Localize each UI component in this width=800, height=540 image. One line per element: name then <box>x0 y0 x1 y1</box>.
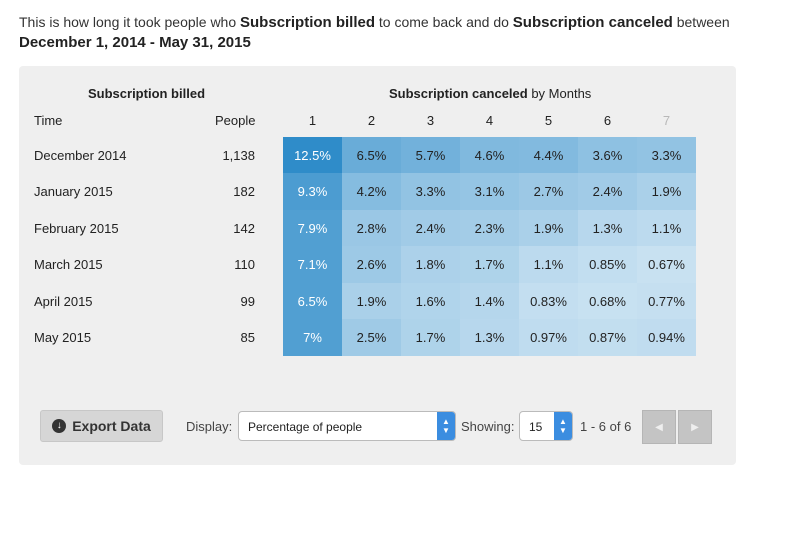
heatmap-cell[interactable]: 2.6% <box>342 246 401 284</box>
heatmap-cell[interactable]: 0.83% <box>519 282 578 320</box>
display-label: Display: <box>186 419 233 434</box>
page-size-value: 15 <box>529 420 543 434</box>
group-label: Subscription billed <box>88 86 206 101</box>
row-people-count: 182 <box>233 184 255 200</box>
returning-suffix: by Months <box>531 86 592 101</box>
description-prefix: This is how long it took people who <box>19 14 237 30</box>
heatmap-cell[interactable]: 0.77% <box>637 282 696 320</box>
heatmap-cell[interactable]: 1.4% <box>460 282 519 320</box>
heatmap-cell[interactable]: 6.5% <box>283 282 342 320</box>
table-toolbar: ↓ Export Data Display: Percentage of peo… <box>19 406 736 446</box>
row-time-label: December 2014 <box>34 148 127 163</box>
heatmap-cell[interactable]: 2.4% <box>578 173 637 211</box>
row-people-count: 110 <box>234 257 255 273</box>
period-header: 6 <box>603 113 612 128</box>
row-time-label: May 2015 <box>34 330 92 345</box>
display-select[interactable]: Percentage of people ▲ ▼ <box>238 411 456 441</box>
export-label: Export Data <box>72 418 151 434</box>
date-range: December 1, 2014 - May 31, 2015 <box>19 34 251 51</box>
heatmap-cell[interactable]: 7% <box>283 319 342 356</box>
heatmap-cell[interactable]: 2.3% <box>460 209 519 247</box>
period-header: 1 <box>308 113 317 128</box>
export-data-button[interactable]: ↓ Export Data <box>40 410 163 442</box>
period-header: 4 <box>485 113 494 128</box>
heatmap-cell[interactable]: 12.5% <box>283 137 342 174</box>
description-middle: to come back and do <box>378 14 509 30</box>
heatmap-cell[interactable]: 0.67% <box>637 246 696 284</box>
people-column-header: People <box>215 113 256 128</box>
description-suffix: between <box>676 14 730 30</box>
heatmap-cell[interactable]: 4.4% <box>519 137 578 174</box>
heatmap-cell[interactable]: 1.1% <box>519 246 578 284</box>
heatmap-cell[interactable]: 3.6% <box>578 137 637 174</box>
previous-page-button[interactable]: ◀ <box>642 410 676 444</box>
period-header: 3 <box>426 113 435 128</box>
returning-header: Subscription canceled by Months <box>389 86 591 101</box>
row-people-count: 142 <box>233 220 255 236</box>
period-header: 2 <box>367 113 376 128</box>
heatmap-cell[interactable]: 1.9% <box>519 209 578 247</box>
row-people-count: 85 <box>240 330 255 345</box>
heatmap-cell[interactable]: 5.7% <box>401 137 460 174</box>
heatmap-cell[interactable]: 3.3% <box>401 173 460 211</box>
period-header: 5 <box>544 113 553 128</box>
event-a-name: Subscription billed <box>240 14 376 31</box>
heatmap-cell[interactable]: 1.6% <box>401 282 460 320</box>
row-time-label: March 2015 <box>34 257 103 273</box>
heatmap-cell[interactable]: 2.4% <box>401 209 460 247</box>
period-header: 7 <box>662 113 671 128</box>
retention-heatmap: 12.5% 6.5% 5.7% 4.6% 4.4% 3.6% 3.3% 9.3% 4.2% 3.3… <box>283 137 697 356</box>
heatmap-cell[interactable]: 2.8% <box>342 209 401 247</box>
heatmap-cell[interactable]: 1.3% <box>578 209 637 247</box>
select-arrows-icon: ▲ ▼ <box>437 412 455 440</box>
showing-label: Showing: <box>461 419 515 434</box>
time-column-header: Time <box>34 113 63 128</box>
chevron-left-icon: ◀ <box>655 421 663 433</box>
heatmap-cell[interactable]: 3.3% <box>637 137 696 174</box>
heatmap-cell[interactable]: 4.6% <box>460 137 519 174</box>
report-description: This is how long it took people who Subs… <box>19 12 789 53</box>
heatmap-cell[interactable]: 0.68% <box>578 282 637 320</box>
heatmap-cell[interactable]: 4.2% <box>342 173 401 211</box>
heatmap-cell[interactable]: 0.97% <box>519 319 578 356</box>
chevron-right-icon: ▶ <box>691 421 699 433</box>
heatmap-cell[interactable]: 7.1% <box>283 246 342 284</box>
row-time-label: February 2015 <box>34 220 119 236</box>
returning-event-name: Subscription canceled <box>389 86 528 101</box>
event-b-name: Subscription canceled <box>512 14 673 31</box>
pagination-range: 1 - 6 of 6 <box>580 419 632 434</box>
retention-panel: Subscription billed Subscription cancele… <box>19 66 736 465</box>
heatmap-cell[interactable]: 2.7% <box>519 173 578 211</box>
heatmap-cell[interactable]: 6.5% <box>342 137 401 174</box>
heatmap-cell[interactable]: 2.5% <box>342 319 401 356</box>
next-page-button[interactable]: ▶ <box>678 410 712 444</box>
download-circle-icon: ↓ <box>52 419 67 433</box>
select-arrows-icon: ▲ ▼ <box>554 412 572 440</box>
heatmap-cell[interactable]: 1.8% <box>401 246 460 284</box>
heatmap-cell[interactable]: 0.94% <box>637 319 696 356</box>
display-select-value: Percentage of people <box>248 420 363 434</box>
row-people-count: 99 <box>240 293 255 309</box>
heatmap-cell[interactable]: 7.9% <box>283 209 342 247</box>
row-time-label: January 2015 <box>34 184 113 200</box>
row-people-count: 1,138 <box>222 148 255 163</box>
heatmap-cell[interactable]: 1.9% <box>637 173 696 211</box>
heatmap-cell[interactable]: 0.85% <box>578 246 637 284</box>
heatmap-cell[interactable]: 0.87% <box>578 319 637 356</box>
heatmap-cell[interactable]: 1.1% <box>637 209 696 247</box>
heatmap-cell[interactable]: 1.7% <box>401 319 460 356</box>
heatmap-cell[interactable]: 1.9% <box>342 282 401 320</box>
heatmap-cell[interactable]: 1.7% <box>460 246 519 284</box>
heatmap-cell[interactable]: 9.3% <box>283 173 342 211</box>
page-size-select[interactable]: 15 ▲ ▼ <box>519 411 573 441</box>
row-time-label: April 2015 <box>34 293 93 309</box>
heatmap-cell[interactable]: 3.1% <box>460 173 519 211</box>
heatmap-cell[interactable]: 1.3% <box>460 319 519 356</box>
